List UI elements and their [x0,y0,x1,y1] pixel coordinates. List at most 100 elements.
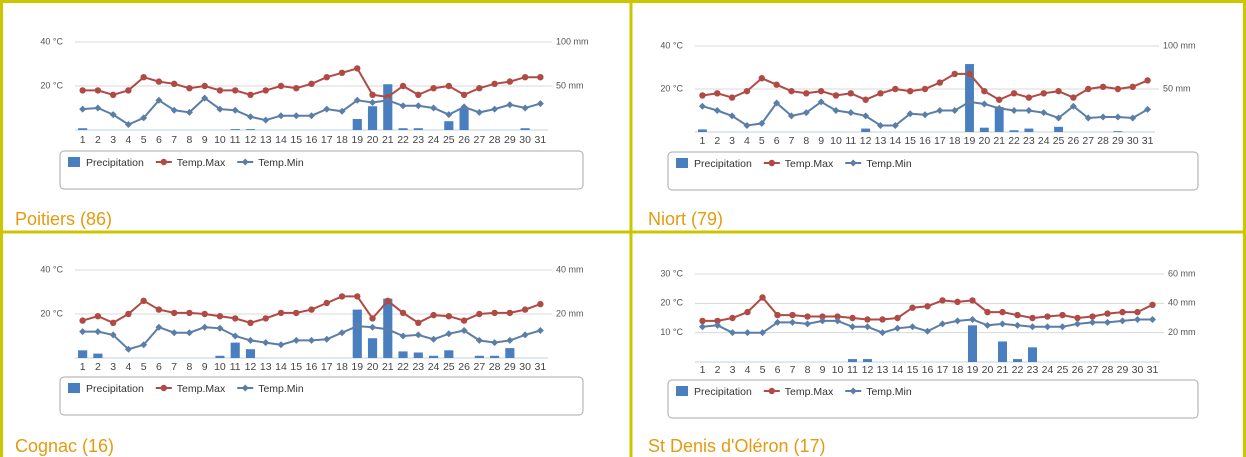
x-tick-label: 2 [715,364,721,376]
point [1149,301,1156,308]
point [231,106,239,114]
point [1099,83,1107,91]
legend-label: Temp.Max [177,383,226,395]
x-tick-label: 9 [820,364,826,376]
x-tick-label: 13 [875,135,887,147]
point [1129,114,1137,122]
point [506,78,514,85]
x-tick-label: 15 [904,135,916,147]
x-tick-label: 20 [367,361,379,373]
point [369,323,377,331]
point [399,82,407,90]
bar [863,359,872,362]
point [1119,317,1126,325]
point [521,306,529,313]
bar [979,127,989,132]
point [728,112,736,120]
x-tick-label: 10 [832,364,844,376]
x-tick-label: 15 [907,364,919,376]
x-tick-label: 18 [949,135,961,147]
point [714,317,721,325]
point [966,98,974,106]
x-tick-label: 30 [1127,135,1139,147]
bar [697,129,707,132]
point [445,82,453,90]
point [445,330,453,338]
legend-swatch [676,386,688,396]
point [323,335,331,343]
point [966,70,973,78]
legend-swatch [849,387,857,395]
point [744,308,751,316]
point [894,324,901,332]
point [430,104,438,112]
point [924,327,931,335]
point [817,87,825,95]
point [201,94,209,102]
x-tick-label: 17 [937,364,949,376]
point [787,112,795,120]
point [758,75,765,82]
x-tick-label: 13 [260,361,272,373]
point [891,122,899,130]
point [155,78,163,85]
point [788,87,795,95]
point [774,311,781,319]
point [832,107,840,114]
x-tick-label: 23 [1027,364,1039,376]
point [789,318,796,326]
point [155,306,163,313]
legend-label: Precipitation [694,386,752,398]
x-tick-label: 20 [982,364,994,376]
legend-swatch [241,158,249,166]
point [185,329,193,337]
point [521,74,529,81]
point [698,102,706,110]
point [729,329,736,337]
point [862,96,869,103]
point [802,109,810,117]
point [338,107,346,115]
x-tick-label: 5 [141,134,147,146]
point [969,297,976,304]
point [1134,315,1141,323]
y2-tick-label: 20 mm [556,308,584,318]
point [79,105,87,113]
legend-label: Temp.Min [866,386,912,398]
point [1074,320,1081,328]
point [1149,315,1156,323]
x-tick-label: 26 [458,134,470,146]
x-tick-label: 15 [290,134,302,146]
chart-title: St Denis d'Oléron (17) [648,436,826,456]
point [1085,85,1092,93]
point [323,74,330,81]
point [862,112,870,120]
point [460,91,468,99]
bar [444,350,454,358]
x-tick-label: 26 [458,361,470,373]
x-tick-label: 21 [997,364,1009,376]
point [140,297,147,304]
point [399,332,407,340]
x-tick-label: 29 [504,134,516,146]
bar [490,355,500,358]
bar [230,342,240,358]
point [879,316,886,323]
point [789,311,796,319]
point [262,116,270,124]
bar [367,338,378,358]
x-tick-label: 4 [744,135,750,147]
point [475,336,483,344]
y2-tick-label: 60 mm [1168,268,1196,278]
point [759,294,766,301]
bar [383,84,393,130]
point [216,313,224,320]
x-tick-label: 9 [818,135,824,147]
point [277,82,285,90]
point [384,297,391,304]
x-tick-label: 29 [1112,135,1124,147]
x-tick-label: 1 [699,135,705,147]
point [1040,109,1048,117]
point [939,297,946,304]
